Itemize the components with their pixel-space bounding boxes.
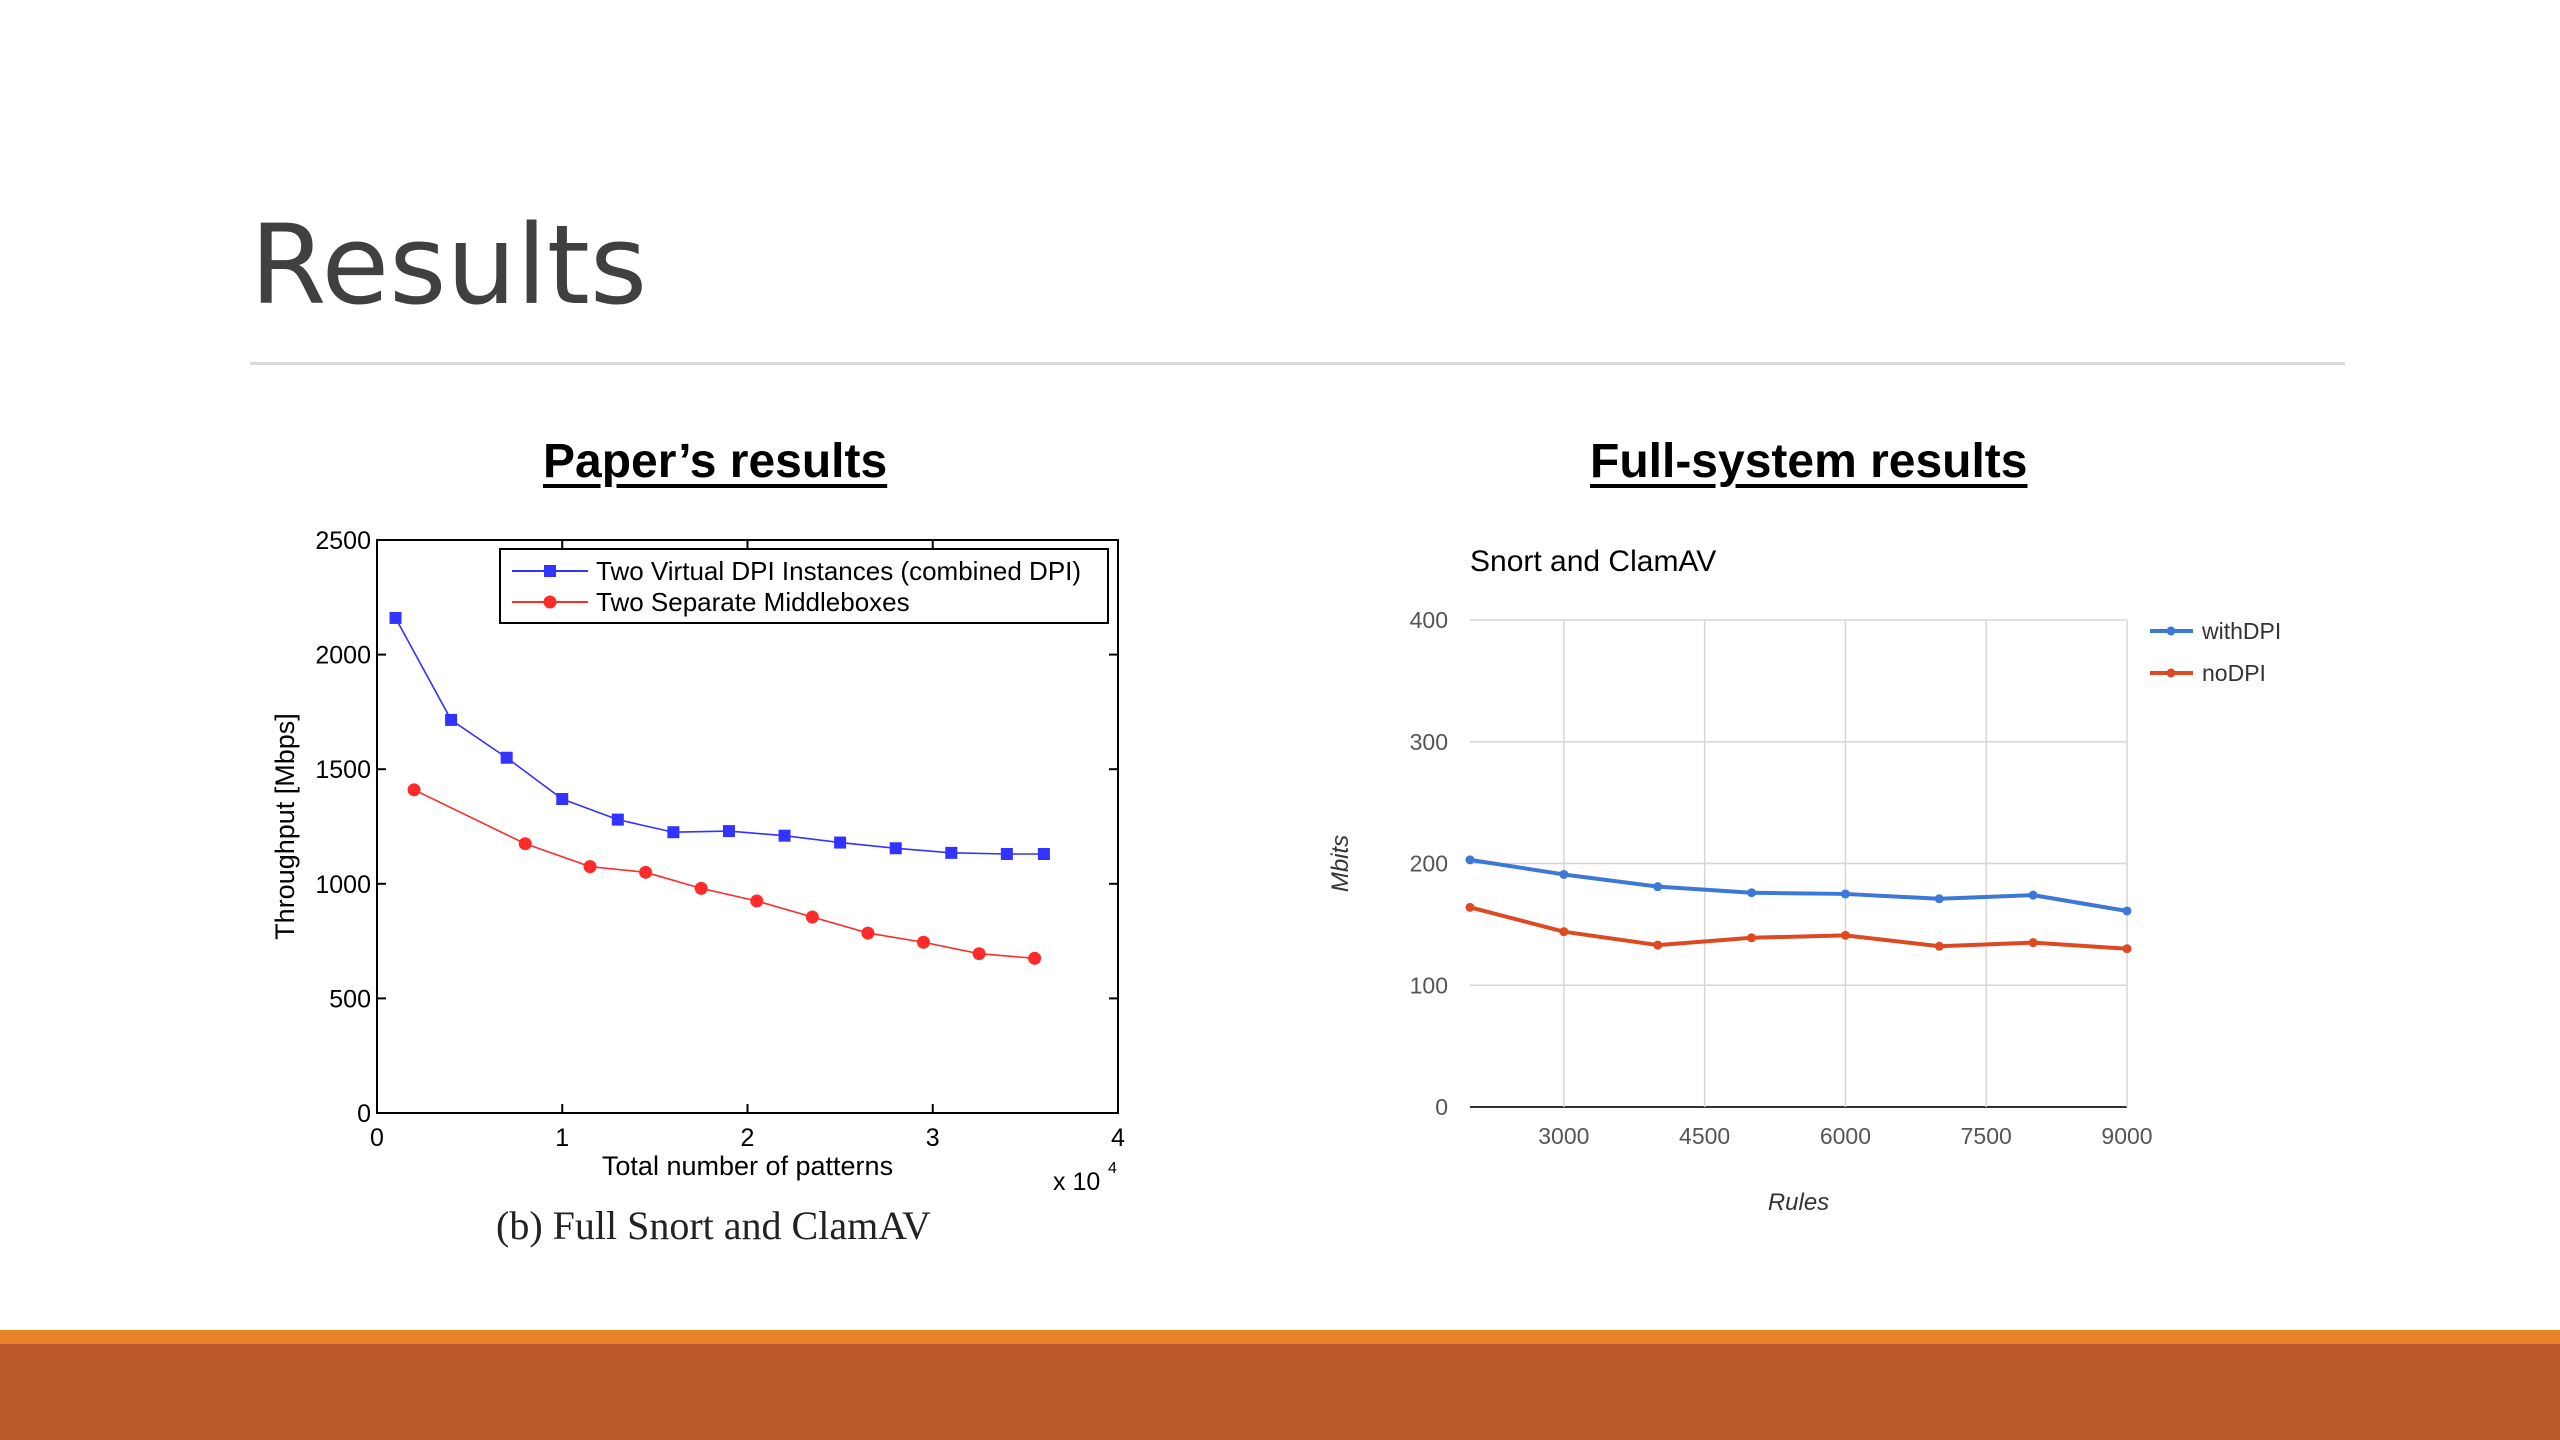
x-axis-multiplier-exponent: 4: [1108, 1160, 1117, 1177]
data-point-circle: [694, 881, 708, 895]
data-point-noDPI: [1465, 902, 1475, 912]
y-tick-label: 1500: [315, 756, 371, 784]
full-system-results-heading: Full-system results: [1590, 435, 2028, 488]
y-tick-label: 400: [1410, 607, 1448, 633]
data-point-withDPI: [1934, 894, 1944, 904]
data-point-withDPI: [1653, 882, 1663, 892]
chart-title: Snort and ClamAV: [1470, 545, 1716, 578]
data-point-square: [1037, 848, 1050, 861]
data-point-square: [667, 826, 680, 839]
figure-caption: (b) Full Snort and ClamAV: [496, 1203, 931, 1248]
x-tick-label: 6000: [1820, 1123, 1871, 1149]
data-point-circle: [916, 935, 930, 949]
data-point-withDPI: [1559, 869, 1569, 879]
y-tick-label: 2000: [315, 642, 371, 670]
series-line-withDPI: [1469, 857, 2128, 913]
data-point-noDPI: [1559, 927, 1569, 937]
legend-label-withDPI: withDPI: [2201, 618, 2281, 644]
x-axis-label: Rules: [1768, 1189, 1829, 1216]
x-tick-label: 3: [926, 1124, 940, 1152]
data-point-noDPI: [1934, 941, 1944, 951]
x-tick-label: 4: [1111, 1124, 1125, 1152]
x-tick-label: 7500: [1961, 1123, 2012, 1149]
data-point-circle: [861, 926, 875, 940]
y-tick-label: 100: [1410, 972, 1448, 998]
data-point-square: [945, 846, 958, 859]
legend-box: [499, 548, 1109, 624]
data-point-square: [778, 829, 791, 842]
data-point-square: [445, 713, 458, 726]
x-tick-label: 0: [370, 1124, 384, 1152]
legend-marker-noDPI: [2166, 668, 2176, 678]
x-tick-label: 4500: [1679, 1123, 1730, 1149]
data-point-withDPI: [2122, 906, 2132, 916]
data-point-circle: [583, 860, 597, 874]
data-point-circle: [518, 837, 532, 851]
data-point-square: [556, 792, 569, 805]
y-tick-label: 2500: [315, 527, 371, 555]
footer-accent-bar: [0, 1330, 2560, 1344]
data-point-square: [834, 836, 847, 849]
data-point-square: [722, 825, 735, 838]
legend-label: Two Virtual DPI Instances (combined DPI): [596, 556, 1081, 586]
data-point-square: [389, 611, 402, 624]
y-tick-label: 0: [357, 1100, 371, 1128]
full-system-results-chart: Snort and ClamAV 0 100 200 300 400 3000 4500 600…: [1327, 545, 2281, 1216]
data-point-withDPI: [2028, 890, 2038, 900]
data-point-circle: [972, 947, 986, 961]
y-tick-label: 500: [329, 985, 371, 1013]
papers-results-heading: Paper’s results: [543, 435, 888, 488]
legend-marker-square: [544, 565, 556, 577]
legend-label-noDPI: noDPI: [2202, 660, 2266, 686]
paper-results-chart: 0 1 2 3 4 0 500 1000 1500 2000 2500 Total number of…: [270, 527, 1125, 1196]
data-point-circle: [1028, 951, 1042, 965]
legend-marker-circle: [543, 595, 557, 609]
x-axis-multiplier: x 10: [1053, 1168, 1100, 1196]
data-point-square: [1000, 848, 1013, 861]
data-point-withDPI: [1465, 855, 1475, 865]
data-point-noDPI: [1840, 930, 1850, 940]
data-point-square: [500, 751, 513, 764]
y-tick-label: 1000: [315, 871, 371, 899]
data-point-noDPI: [1747, 933, 1757, 943]
legend-label: Two Separate Middleboxes: [596, 587, 910, 617]
data-point-noDPI: [1653, 940, 1663, 950]
plot-frame: [376, 539, 1119, 1114]
slide-title: Results: [250, 201, 648, 329]
data-point-circle: [750, 894, 764, 908]
data-point-withDPI: [1747, 888, 1757, 898]
legend-marker-withDPI: [2166, 626, 2176, 636]
x-tick-label: 1: [555, 1124, 569, 1152]
data-point-square: [611, 813, 624, 826]
series-line-noDPI: [1469, 905, 2128, 951]
x-tick-label: 3000: [1538, 1123, 1589, 1149]
y-tick-label: 0: [1435, 1094, 1448, 1120]
title-divider: [250, 362, 2345, 365]
y-axis-label: Throughput [Mbps]: [270, 713, 300, 940]
y-axis-label: Mbits: [1327, 835, 1354, 892]
data-point-circle: [407, 783, 421, 797]
data-point-withDPI: [1840, 889, 1850, 899]
x-tick-label: 2: [741, 1124, 755, 1152]
data-point-circle: [639, 865, 653, 879]
x-axis-label: Total number of patterns: [602, 1151, 893, 1181]
y-tick-label: 200: [1410, 851, 1448, 877]
data-point-circle: [805, 910, 819, 924]
data-point-noDPI: [2028, 938, 2038, 948]
footer-band: [0, 1344, 2560, 1440]
data-point-noDPI: [2122, 944, 2132, 954]
y-tick-label: 300: [1410, 729, 1448, 755]
data-point-square: [889, 842, 902, 855]
x-tick-label: 9000: [2101, 1123, 2152, 1149]
